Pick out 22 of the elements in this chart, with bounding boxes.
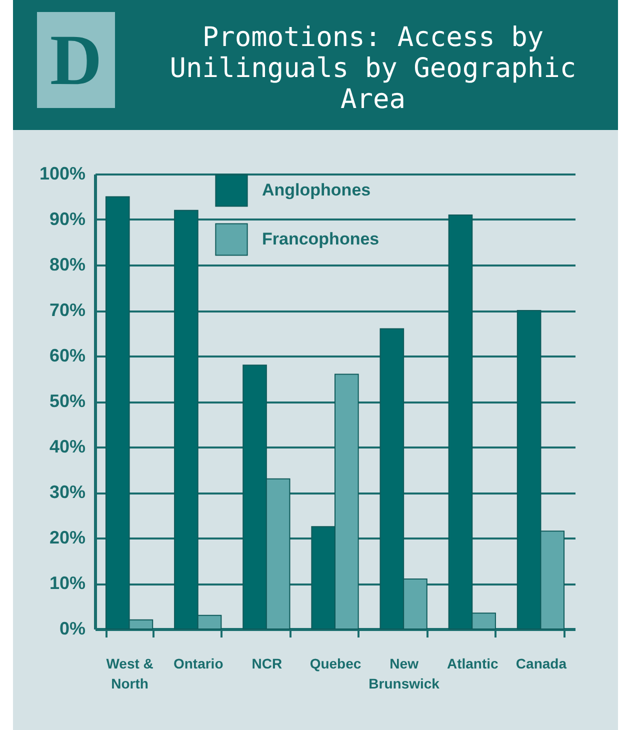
y-tick-label: 30% — [49, 482, 86, 502]
y-tick-label: 100% — [39, 164, 86, 184]
y-tick-label: 90% — [49, 209, 86, 229]
y-tick-label: 10% — [49, 573, 86, 593]
x-tick-label: NCR — [252, 656, 282, 672]
y-tick-label: 40% — [49, 436, 86, 456]
chart-title: Promotions: Access by Unilinguals by Geographic Area — [168, 22, 578, 115]
y-tick-label: 60% — [49, 346, 86, 366]
x-tick-label: Ontario — [173, 656, 224, 672]
y-tick-label: 80% — [49, 254, 86, 274]
y-tick-label: 0% — [59, 618, 86, 638]
x-tick-label: Atlantic — [446, 656, 499, 672]
x-tick-label: Quebec — [310, 656, 362, 672]
y-tick-label: 20% — [49, 528, 86, 548]
legend-label: Francophones — [262, 230, 380, 248]
letter-tile: D — [37, 12, 115, 108]
y-tick-label: 70% — [49, 300, 86, 320]
x-tick-label: West & North — [106, 656, 154, 692]
x-tick-label: New Brunswick — [368, 656, 440, 692]
y-tick-label: 50% — [49, 391, 86, 411]
x-tick-label: Canada — [516, 656, 567, 672]
legend-label: Anglophones — [262, 180, 371, 200]
